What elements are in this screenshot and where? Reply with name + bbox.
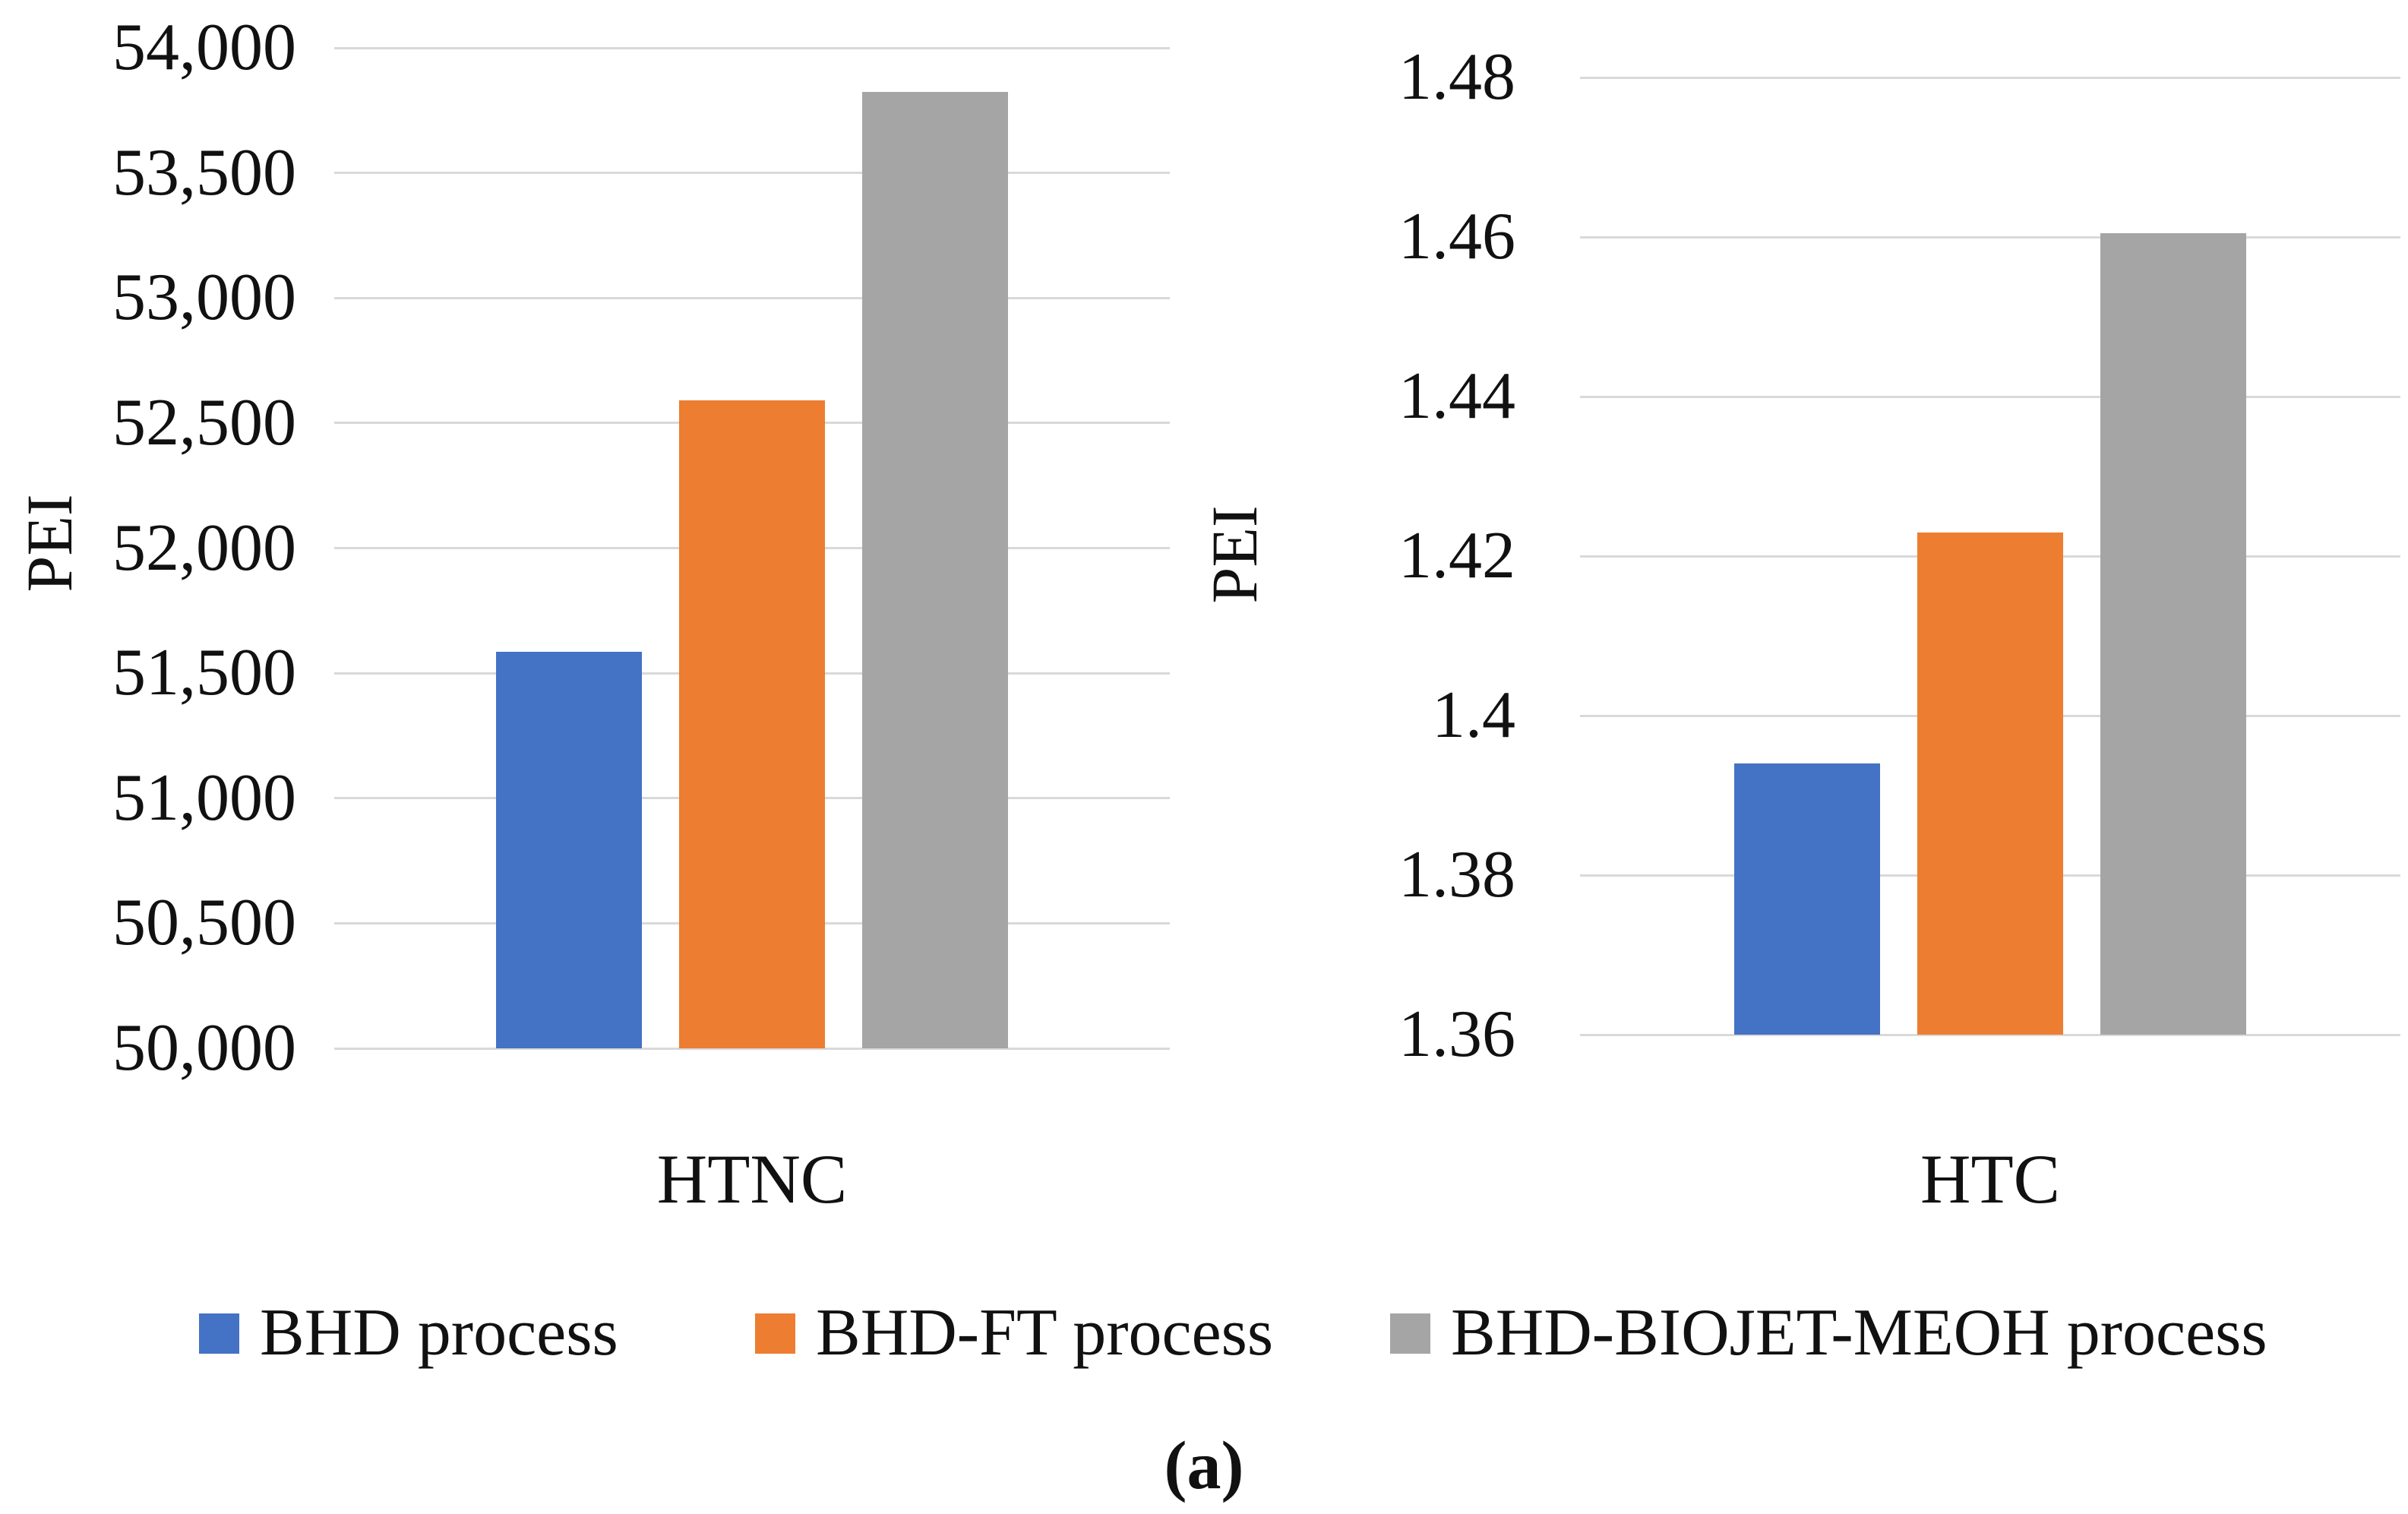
bar-bhd-biojet-meoh-process-htnc [862,91,1008,1048]
bar-bhd-process-htc [1734,763,1880,1035]
y-tick-label: 1.44 [1398,359,1515,433]
y-tick-label: 51,500 [112,636,296,710]
legend-swatch-icon [1390,1313,1430,1354]
y-tick-label: 52,000 [112,510,296,585]
legend-item-bhd-process: BHD process [199,1291,618,1375]
gridline [1580,76,2400,79]
y-tick-label: 50,500 [112,886,296,960]
legend-item-bhd-ft-process: BHD-FT process [755,1291,1273,1375]
y-tick-label: 1.46 [1398,200,1515,273]
y-tick-label: 50,000 [112,1011,296,1085]
y-tick-label: 1.36 [1398,997,1515,1071]
gridline [1580,395,2400,398]
legend-label: BHD-BIOJET-MEOH process [1451,1296,2267,1370]
gridline [334,46,1170,49]
legend-swatch-icon [755,1313,795,1354]
y-tick-label: 53,000 [112,261,296,335]
bar-bhd-ft-process-htc [1917,532,2063,1035]
legend-item-bhd-biojet-meoh-process: BHD-BIOJET-MEOH process [1390,1291,2267,1375]
bar-bhd-biojet-meoh-process-htc [2100,232,2246,1035]
legend-label: BHD process [260,1296,618,1370]
y-tick-label: 1.38 [1398,838,1515,912]
bar-bhd-process-htnc [496,652,642,1048]
gridline [334,172,1170,175]
y-tick-label: 52,500 [112,385,296,460]
y-tick-label: 53,500 [112,135,296,210]
gridline [334,296,1170,299]
legend-swatch-icon [199,1313,239,1354]
y-tick-label: 54,000 [112,11,296,84]
gridline [334,1047,1170,1050]
legend-label: BHD-FT process [816,1296,1274,1370]
x-category-label: HTNC [656,1140,848,1218]
x-category-label: HTC [1920,1140,2060,1218]
y-tick-label: 51,000 [112,760,296,835]
gridline [1580,1033,2400,1036]
figure-caption: (a) [1164,1428,1244,1503]
gridline [1580,235,2400,239]
y-tick-label: 1.42 [1398,519,1515,593]
y-tick-label: 1.4 [1432,678,1515,752]
bar-bhd-ft-process-htnc [679,400,825,1048]
y-tick-label: 1.48 [1398,40,1515,114]
